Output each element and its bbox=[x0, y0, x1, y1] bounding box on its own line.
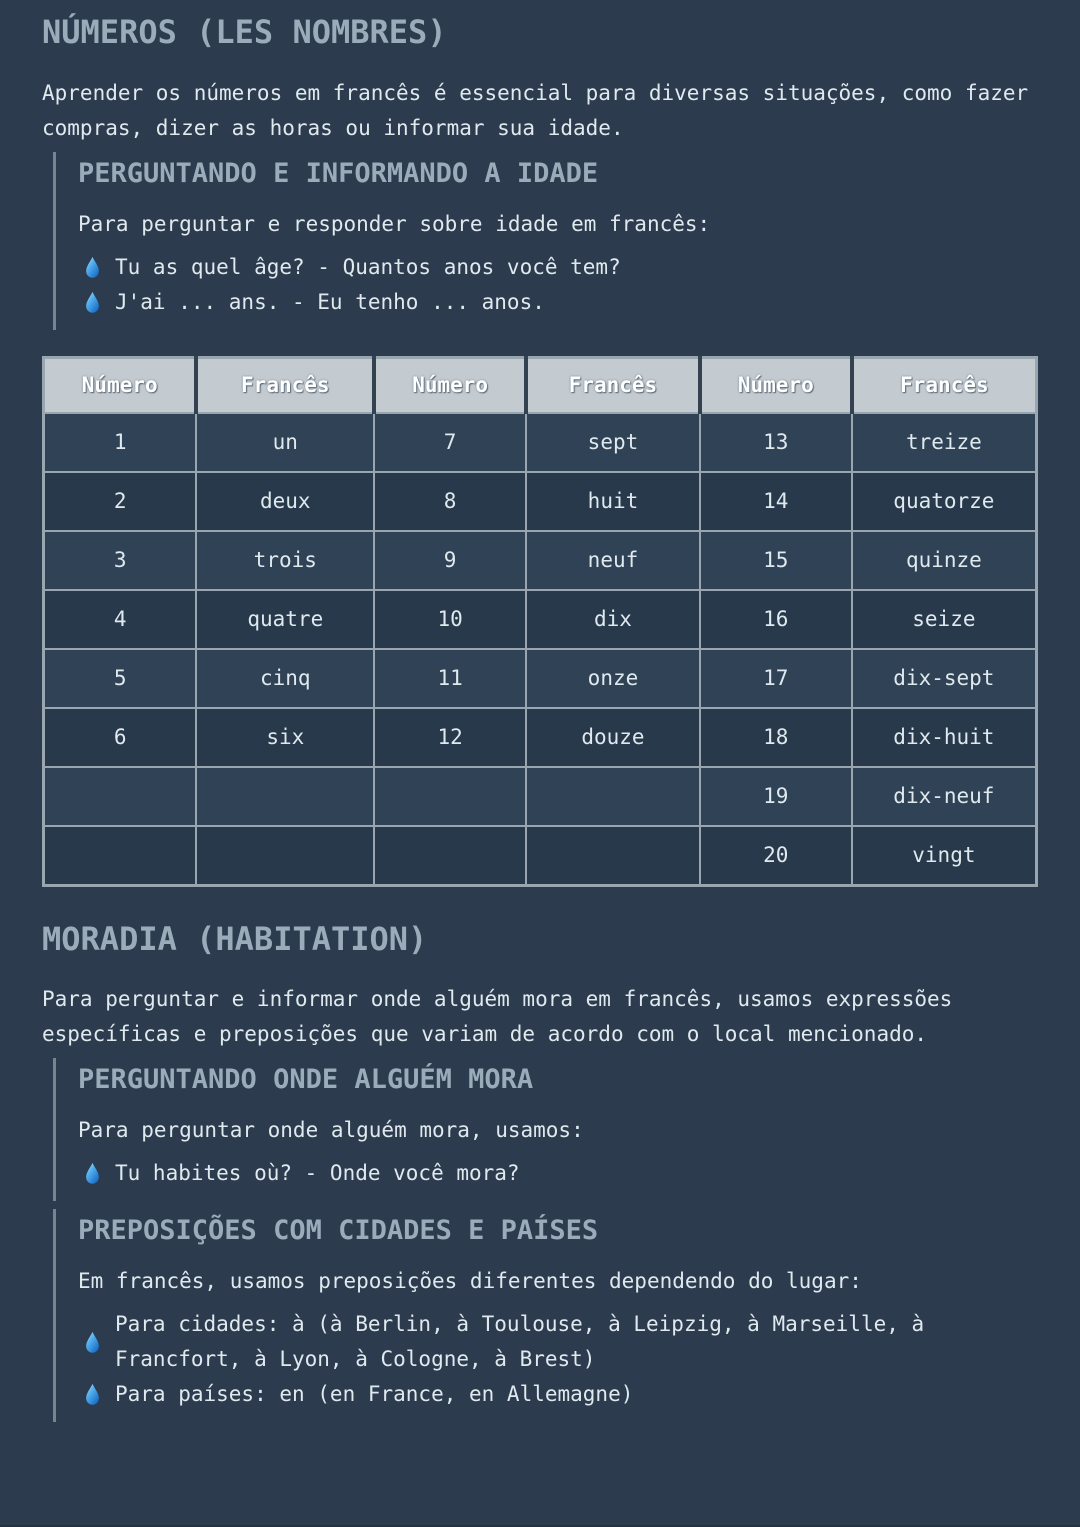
table-cell: 9 bbox=[373, 529, 528, 591]
table-cell: quatorze bbox=[850, 470, 1038, 532]
table-cell: 20 bbox=[698, 824, 853, 887]
table-header-cell: Francês bbox=[849, 356, 1038, 414]
table-cell: 4 bbox=[42, 588, 198, 650]
table-cell: quinze bbox=[850, 529, 1038, 591]
bullet-list: Tu habites où? - Onde você mora? bbox=[78, 1156, 1038, 1191]
table-cell: six bbox=[195, 706, 376, 768]
list-item: Para países: en (en France, en Allemagne… bbox=[78, 1377, 1038, 1412]
table-cell: 1 bbox=[42, 411, 198, 473]
callout-title: PERGUNTANDO E INFORMANDO A IDADE bbox=[78, 157, 599, 189]
table-row: 2 deux 8 huit 14 quatorze bbox=[42, 470, 1038, 532]
droplet-icon bbox=[84, 1162, 101, 1185]
section-title-numeros: NÚMEROS (LES NOMBRES) bbox=[42, 13, 447, 51]
table-cell: 15 bbox=[698, 529, 853, 591]
table-row: 20 vingt bbox=[42, 824, 1038, 887]
document-page: NÚMEROS (LES NOMBRES) Aprender os número… bbox=[42, 13, 1038, 1423]
table-cell: treize bbox=[850, 411, 1038, 473]
bullet-text: J'ai ... ans. - Eu tenho ... anos. bbox=[115, 289, 545, 314]
table-cell: huit bbox=[525, 470, 701, 532]
table-header-cell: Número bbox=[42, 356, 198, 414]
callout-onde-mora: PERGUNTANDO ONDE ALGUÉM MORA Para pergun… bbox=[53, 1058, 1038, 1202]
droplet-icon bbox=[84, 1383, 101, 1406]
list-item: Tu as quel âge? - Quantos anos você tem? bbox=[78, 250, 1038, 285]
table-cell: trois bbox=[195, 529, 376, 591]
list-item: J'ai ... ans. - Eu tenho ... anos. bbox=[78, 285, 1038, 320]
table-cell: 11 bbox=[373, 647, 528, 709]
table-cell: un bbox=[195, 411, 376, 473]
table-cell: quatre bbox=[195, 588, 376, 650]
table-cell bbox=[195, 824, 376, 887]
table-cell: sept bbox=[525, 411, 701, 473]
bullet-text: Tu habites où? - Onde você mora? bbox=[115, 1161, 520, 1186]
droplet-icon bbox=[84, 1331, 101, 1354]
list-item: Para cidades: à (à Berlin, à Toulouse, à… bbox=[78, 1307, 1038, 1377]
table-cell: 16 bbox=[698, 588, 853, 650]
bullet-list: Para cidades: à (à Berlin, à Toulouse, à… bbox=[78, 1307, 1038, 1412]
table-row: 1 un 7 sept 13 treize bbox=[42, 411, 1038, 473]
table-row: 5 cinq 11 onze 17 dix-sept bbox=[42, 647, 1038, 709]
table-row: 3 trois 9 neuf 15 quinze bbox=[42, 529, 1038, 591]
table-cell bbox=[373, 765, 528, 827]
moradia-intro-paragraph: Para perguntar e informar onde alguém mo… bbox=[42, 987, 953, 1047]
callout-lead: Para perguntar e responder sobre idade e… bbox=[78, 211, 711, 236]
table-cell: 19 bbox=[698, 765, 853, 827]
table-row: 4 quatre 10 dix 16 seize bbox=[42, 588, 1038, 650]
table-header-row: Número Francês Número Francês Número Fra… bbox=[42, 356, 1038, 414]
table-cell: 3 bbox=[42, 529, 198, 591]
table-cell: vingt bbox=[850, 824, 1038, 887]
table-cell: dix-sept bbox=[850, 647, 1038, 709]
table-cell: onze bbox=[525, 647, 701, 709]
table-header-cell: Francês bbox=[524, 356, 701, 414]
table-cell: 14 bbox=[698, 470, 853, 532]
numbers-table: Número Francês Número Francês Número Fra… bbox=[42, 355, 1038, 887]
table-row: 6 six 12 douze 18 dix-huit bbox=[42, 706, 1038, 768]
callout-lead: Em francês, usamos preposições diferente… bbox=[78, 1269, 862, 1294]
table-cell: 12 bbox=[373, 706, 528, 768]
table-header-cell: Francês bbox=[194, 356, 376, 414]
bullet-text: Para cidades: à (à Berlin, à Toulouse, à… bbox=[115, 1312, 925, 1372]
bullet-text: Para países: en (en France, en Allemagne… bbox=[115, 1382, 634, 1407]
table-cell bbox=[525, 765, 701, 827]
table-cell: douze bbox=[525, 706, 701, 768]
callout-title: PREPOSIÇÕES COM CIDADES E PAÍSES bbox=[78, 1215, 599, 1247]
table-cell: 2 bbox=[42, 470, 198, 532]
table-cell: neuf bbox=[525, 529, 701, 591]
table-cell: dix-huit bbox=[850, 706, 1038, 768]
table-cell bbox=[42, 765, 198, 827]
table-cell bbox=[195, 765, 376, 827]
numeros-intro-paragraph: Aprender os números em francês é essenci… bbox=[42, 80, 1029, 140]
table-cell: 8 bbox=[373, 470, 528, 532]
table-cell: 6 bbox=[42, 706, 198, 768]
table-cell: 5 bbox=[42, 647, 198, 709]
table-row: 19 dix-neuf bbox=[42, 765, 1038, 827]
callout-perguntando-idade: PERGUNTANDO E INFORMANDO A IDADE Para pe… bbox=[53, 151, 1038, 330]
bullet-list: Tu as quel âge? - Quantos anos você tem?… bbox=[78, 250, 1038, 320]
table-cell: 13 bbox=[698, 411, 853, 473]
bullet-text: Tu as quel âge? - Quantos anos você tem? bbox=[115, 254, 621, 279]
callout-lead: Para perguntar onde alguém mora, usamos: bbox=[78, 1118, 584, 1143]
droplet-icon bbox=[84, 291, 101, 314]
table-cell: seize bbox=[850, 588, 1038, 650]
table-cell: cinq bbox=[195, 647, 376, 709]
list-item: Tu habites où? - Onde você mora? bbox=[78, 1156, 1038, 1191]
table-header-cell: Número bbox=[372, 356, 528, 414]
callout-title: PERGUNTANDO ONDE ALGUÉM MORA bbox=[78, 1064, 534, 1096]
table-cell: dix-neuf bbox=[850, 765, 1038, 827]
table-cell: 17 bbox=[698, 647, 853, 709]
table-header-cell: Número bbox=[697, 356, 853, 414]
table-cell bbox=[525, 824, 701, 887]
table-cell bbox=[373, 824, 528, 887]
table-cell: dix bbox=[525, 588, 701, 650]
table-cell: 10 bbox=[373, 588, 528, 650]
table-cell bbox=[42, 824, 198, 887]
droplet-icon bbox=[84, 256, 101, 279]
section-title-moradia: MORADIA (HABITATION) bbox=[42, 919, 428, 958]
table-cell: 18 bbox=[698, 706, 853, 768]
table-cell: 7 bbox=[373, 411, 528, 473]
callout-preposicoes: PREPOSIÇÕES COM CIDADES E PAÍSES Em fran… bbox=[53, 1209, 1038, 1423]
table-cell: deux bbox=[195, 470, 376, 532]
